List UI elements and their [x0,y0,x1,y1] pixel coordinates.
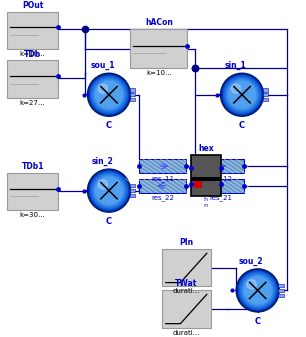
Circle shape [241,273,275,308]
Text: TWat: TWat [175,279,197,288]
Bar [278,294,284,297]
Bar [129,93,135,96]
Bar [278,284,284,287]
Bar [129,98,135,101]
Text: TDb: TDb [24,50,41,59]
Circle shape [89,75,129,115]
Bar [162,290,211,328]
Circle shape [92,78,126,112]
Bar [129,194,135,197]
Text: sou_2: sou_2 [239,257,263,266]
Circle shape [92,174,126,208]
Bar [7,61,58,98]
Text: POut: POut [22,1,43,10]
Text: hex: hex [198,145,214,153]
Bar [7,173,58,210]
Text: C: C [255,317,261,326]
Circle shape [238,271,278,310]
Bar [162,249,211,286]
Circle shape [225,78,259,112]
Circle shape [94,176,124,205]
Circle shape [227,80,257,110]
Text: k=10...: k=10... [146,70,172,76]
Circle shape [96,177,122,204]
Text: C: C [106,217,112,226]
Circle shape [88,169,130,212]
Text: PIn: PIn [179,238,193,247]
Circle shape [236,269,279,312]
Text: res_12: res_12 [209,175,232,182]
Circle shape [223,76,260,113]
Circle shape [247,280,256,289]
Circle shape [96,82,122,108]
Text: h
n: h n [204,197,208,208]
Circle shape [244,277,271,304]
Circle shape [239,272,276,309]
Bar [129,189,135,192]
Circle shape [221,73,263,116]
Circle shape [222,75,262,115]
Text: res_22: res_22 [151,194,174,201]
Bar [194,181,202,188]
Circle shape [98,84,108,93]
Text: k=10...: k=10... [20,51,46,57]
Bar [263,93,268,96]
Circle shape [243,276,272,305]
Text: sou_1: sou_1 [90,61,115,70]
Bar [197,159,244,173]
Bar [191,177,221,181]
Circle shape [226,79,258,111]
Circle shape [229,82,256,108]
Circle shape [89,171,129,210]
Circle shape [231,84,241,93]
Bar [139,159,186,173]
Text: sin_2: sin_2 [91,157,114,166]
Bar [263,88,268,92]
Circle shape [91,172,128,209]
Text: C: C [106,121,112,130]
Text: durati...: durati... [173,330,200,336]
Bar [129,184,135,187]
Text: res_21: res_21 [209,194,232,201]
Circle shape [98,180,108,189]
Circle shape [91,76,128,113]
Bar [139,179,186,192]
Bar [191,155,221,196]
Bar [7,11,58,49]
Text: hACon: hACon [145,18,173,27]
Bar [197,179,244,192]
Text: k=30...: k=30... [20,212,46,218]
Bar [263,98,268,101]
Circle shape [94,80,124,110]
Bar [129,88,135,92]
Bar [130,29,187,68]
Circle shape [93,175,125,207]
Text: sin_1: sin_1 [225,61,246,70]
Text: k=27...: k=27... [20,100,46,105]
Circle shape [242,274,274,306]
Text: durati...: durati... [173,288,200,295]
Text: C: C [239,121,245,130]
Circle shape [93,79,125,111]
Text: TDb1: TDb1 [21,162,44,171]
Bar [278,289,284,292]
Circle shape [88,73,130,116]
Text: res_11: res_11 [151,175,174,182]
